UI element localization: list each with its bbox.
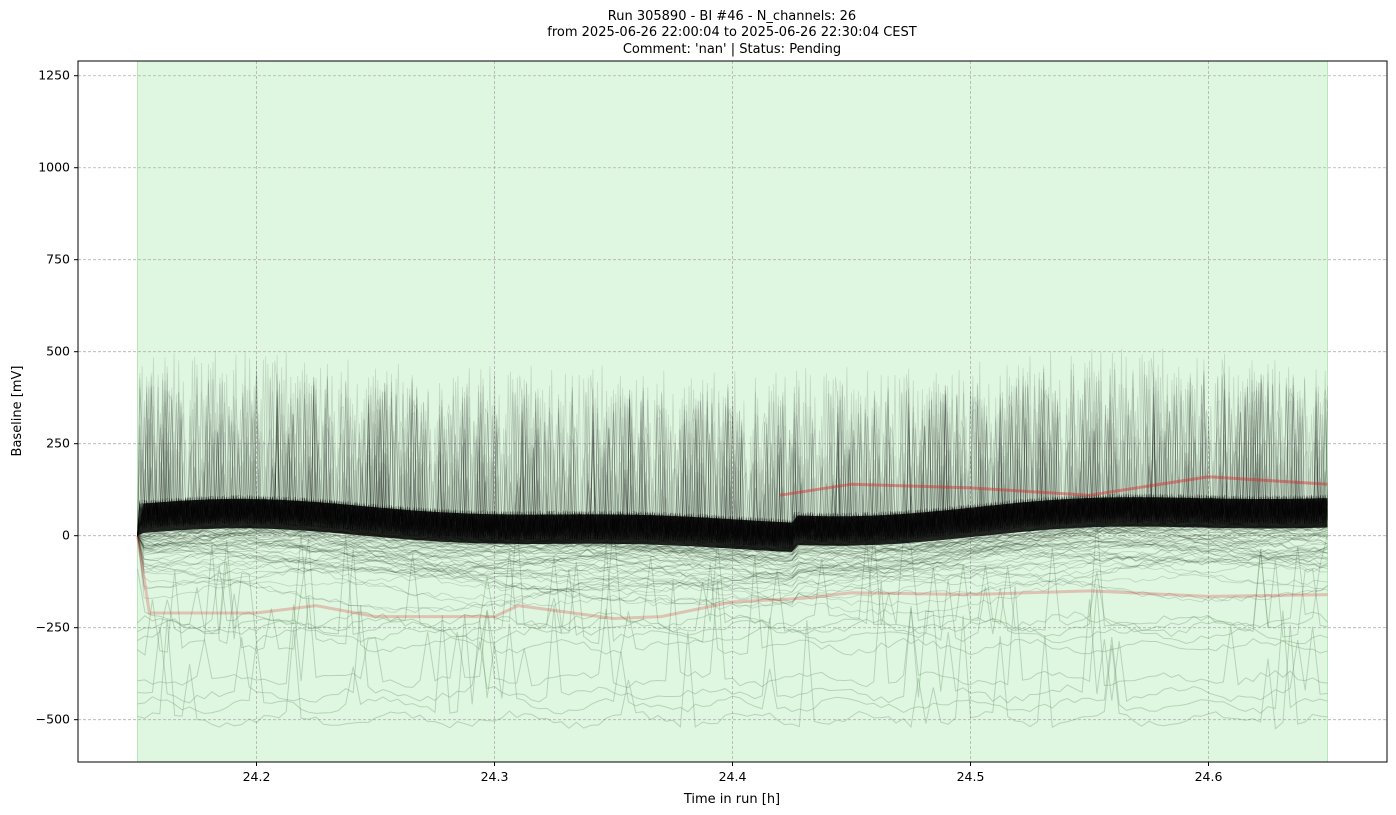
y-tick-label: 1250 [38,68,70,83]
low-baseline-trace [137,519,1328,638]
low-baseline-trace [137,615,1328,730]
lower-band-trace [137,524,1328,563]
low-baseline-trace [137,519,1328,634]
lower-band-trace [137,533,1328,568]
lower-band-trace [137,531,1328,576]
low-baseline-trace [137,599,1328,704]
lower-band-trace [137,529,1328,593]
low-baseline-trace [137,544,1328,645]
flagged-trace-upper [779,475,1328,497]
lower-band-trace [137,532,1328,582]
lower-band-trace [137,531,1328,593]
lower-band-trace [137,523,1328,581]
y-tick-label: −250 [36,620,70,635]
lower-band-trace [137,521,1328,566]
low-baseline-trace [137,610,1328,715]
lower-band-trace [137,535,1328,582]
flagged-traces [136,475,1328,621]
lower-band-trace [137,528,1328,604]
lower-band-trace [137,527,1328,592]
low-baseline-traces [137,518,1328,730]
x-tick-label: 24.3 [481,769,509,784]
lower-band-trace [137,535,1328,588]
lower-band-trace [137,535,1328,580]
y-tick-label: 0 [62,528,70,543]
lower-band-trace [137,532,1328,596]
lower-band-trace [137,529,1328,579]
lower-band-trace [137,533,1328,567]
lower-band-trace [137,528,1328,605]
lower-band-trace [137,529,1328,607]
lower-band-trace [137,524,1328,594]
lower-band-trace [137,522,1328,585]
lower-band-trace [137,523,1328,574]
y-axis-label: Baseline [mV] [10,366,25,457]
baseline-core-band [137,497,1328,552]
chart-title: Run 305890 - BI #46 - N_channels: 26 fro… [547,9,917,57]
y-tick-label: 500 [46,344,70,359]
low-baseline-trace [137,539,1328,656]
lower-band-trace [137,526,1328,588]
low-baseline-trace [137,518,1328,631]
lower-band-trace [137,523,1328,570]
lower-band-trace [137,529,1328,610]
x-tick-label: 24.6 [1195,769,1223,784]
lower-band-trace [137,533,1328,615]
lower-band-trace [137,535,1328,614]
title-line-1: Run 305890 - BI #46 - N_channels: 26 [608,9,856,24]
lower-band-trace [137,535,1328,579]
title-line-3: Comment: 'nan' | Status: Pending [623,42,841,57]
title-line-2: from 2025-06-26 22:00:04 to 2025-06-26 2… [547,25,917,40]
lower-band-trace [137,527,1328,582]
lower-band-trace [137,535,1328,573]
low-baseline-trace [137,580,1328,689]
lower-band-trace [137,527,1328,607]
lower-band-trace [137,535,1328,600]
x-axis-ticks: 24.2 24.3 24.4 24.5 24.6 [243,762,1223,784]
lower-band-trace [137,534,1328,573]
x-tick-label: 24.4 [719,769,747,784]
flagged-trace-lower [136,535,1328,621]
lower-band-trace [137,535,1328,573]
x-axis-label: Time in run [h] [683,792,780,807]
y-tick-label: 1000 [38,160,70,175]
lower-band-trace [137,535,1328,574]
y-tick-label: 750 [46,252,70,267]
lower-band-trace [137,525,1328,583]
y-axis-ticks: −500 −250 0 250 500 750 1000 1250 [36,68,78,727]
lower-band-trace [137,527,1328,606]
grid [78,61,1387,762]
y-tick-label: −500 [36,712,70,727]
plot-frame [77,60,1388,763]
lower-band-trace [137,524,1328,564]
x-tick-label: 24.2 [243,769,271,784]
lower-band-trace [137,525,1328,573]
lower-band-trace [137,535,1328,608]
y-tick-label: 250 [46,436,70,451]
lower-band-trace [137,535,1328,611]
plot-area [78,61,1387,762]
x-tick-label: 24.5 [957,769,985,784]
